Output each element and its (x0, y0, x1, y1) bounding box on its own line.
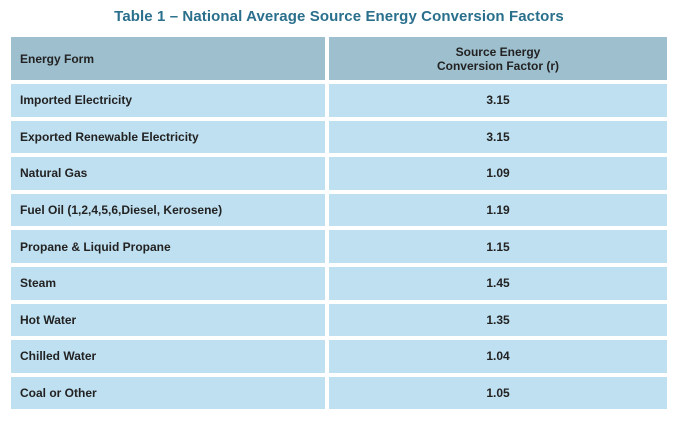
conversion-factor-cell: 3.15 (329, 84, 667, 117)
table-row: Exported Renewable Electricity 3.15 (11, 120, 667, 154)
energy-form-cell: Hot Water (11, 303, 325, 337)
conversion-factors-table: Energy Form Source Energy Conversion Fac… (11, 37, 667, 410)
energy-form-cell: Chilled Water (11, 340, 325, 373)
energy-form-cell: Steam (11, 266, 325, 300)
table-row: Chilled Water 1.04 (11, 340, 667, 373)
conversion-factor-cell: 1.35 (329, 303, 667, 337)
table-row: Fuel Oil (1,2,4,5,6,Diesel, Kerosene) 1.… (11, 193, 667, 227)
table-header-row: Energy Form Source Energy Conversion Fac… (11, 37, 667, 80)
table-title: Table 1 – National Average Source Energy… (114, 8, 564, 25)
conversion-factor-cell: 1.04 (329, 340, 667, 373)
energy-form-header: Energy Form (11, 37, 325, 80)
table-row: Natural Gas 1.09 (11, 157, 667, 190)
energy-form-cell: Exported Renewable Electricity (11, 120, 325, 154)
table-row: Coal or Other 1.05 (11, 376, 667, 410)
energy-form-cell: Imported Electricity (11, 84, 325, 117)
conversion-factor-cell: 1.09 (329, 157, 667, 190)
conversion-factor-cell: 1.45 (329, 266, 667, 300)
energy-form-cell: Fuel Oil (1,2,4,5,6,Diesel, Kerosene) (11, 193, 325, 227)
conversion-factor-cell: 1.05 (329, 376, 667, 410)
conversion-factor-cell: 3.15 (329, 120, 667, 154)
energy-form-cell: Propane & Liquid Propane (11, 230, 325, 263)
conversion-factor-cell: 1.19 (329, 193, 667, 227)
table-row: Hot Water 1.35 (11, 303, 667, 337)
table-row: Propane & Liquid Propane 1.15 (11, 230, 667, 263)
table-row: Steam 1.45 (11, 266, 667, 300)
table-row: Imported Electricity 3.15 (11, 84, 667, 117)
conversion-factor-header: Source Energy Conversion Factor (r) (329, 37, 667, 80)
conversion-factor-cell: 1.15 (329, 230, 667, 263)
energy-form-cell: Coal or Other (11, 376, 325, 410)
energy-form-cell: Natural Gas (11, 157, 325, 190)
